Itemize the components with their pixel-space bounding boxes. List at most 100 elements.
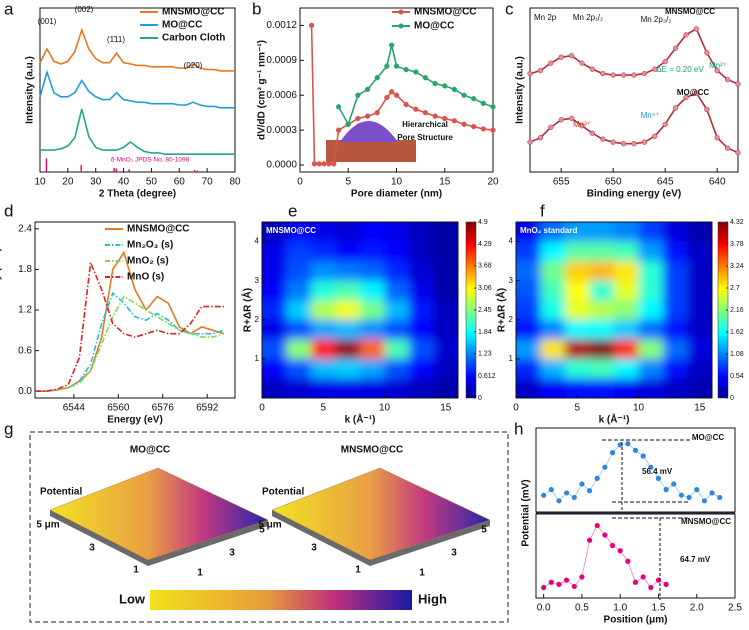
colorbar-tick-label: 1.84	[478, 329, 492, 336]
colorbar-tick-label: 4.29	[478, 241, 492, 248]
x-tick-label: 10	[391, 177, 403, 188]
y-tick-label: 3	[509, 276, 514, 285]
heatmap	[262, 222, 458, 398]
data-point	[480, 100, 487, 107]
x-tick-label: 650	[605, 177, 622, 188]
data-point	[471, 96, 477, 102]
heatmap-cell	[311, 241, 336, 262]
data-point	[662, 121, 668, 127]
heatmap-cells	[516, 222, 712, 398]
surface-axis-label: 5	[259, 525, 265, 536]
heatmap-cell	[311, 378, 336, 398]
heatmap-cell	[262, 261, 287, 281]
plot-title: MnO₂ standard	[520, 226, 577, 235]
heatmap-cell	[311, 222, 336, 242]
data-point	[364, 113, 371, 119]
colorbar-tick-label: 4.32	[730, 219, 744, 226]
data-point	[662, 59, 668, 65]
data-point	[610, 72, 616, 78]
plot-frame	[529, 7, 739, 173]
heatmap-cells	[262, 222, 458, 398]
data-point	[432, 80, 438, 87]
data-point	[442, 83, 448, 89]
x-tick-label: 0	[259, 403, 265, 414]
x-tick-label: 10	[379, 403, 391, 414]
series-label: MNSMO@CC	[681, 517, 731, 526]
legend-label: MnO (s)	[127, 272, 164, 283]
annotation: (002)	[75, 5, 94, 14]
data-point	[335, 127, 342, 133]
surface-edge	[272, 510, 490, 566]
heatmap-cell	[565, 300, 590, 320]
data-point	[586, 537, 593, 543]
heatmap-cell	[614, 261, 639, 281]
data-point	[548, 60, 554, 66]
x-tick-label: 5	[345, 177, 351, 188]
colorbar-tick-label: 1.23	[478, 351, 492, 358]
heatmap-cell	[638, 319, 663, 340]
data-point	[652, 66, 658, 72]
legend-label: MO@CC	[162, 20, 202, 31]
heatmap-cell	[565, 358, 590, 379]
data-point	[568, 115, 575, 121]
heatmap-cell	[409, 339, 434, 359]
legend-label: Carbon Cloth	[162, 33, 225, 44]
heatmap-cell	[565, 222, 590, 242]
heatmap-cell	[516, 339, 541, 359]
y-axis-label: Normalized intensity (a.u.)	[0, 248, 3, 372]
heatmap-cell	[335, 280, 360, 301]
colorbar-tick-label: 0	[730, 395, 734, 402]
heatmap-cell	[262, 339, 287, 359]
surface-axis-label: 3	[451, 548, 457, 559]
x-axis-label: k (Å⁻¹)	[345, 413, 376, 426]
heatmap-cell	[335, 300, 360, 320]
data-point	[594, 522, 600, 529]
heatmap	[516, 222, 712, 398]
heatmap-cell	[687, 339, 712, 359]
data-point	[620, 72, 627, 78]
data-point	[631, 141, 637, 147]
data-point	[672, 105, 679, 111]
heatmap-cell	[360, 339, 385, 359]
heatmap-cell	[262, 222, 287, 242]
data-point	[537, 67, 544, 74]
data-point	[648, 584, 654, 591]
heatmap-cell	[638, 378, 663, 398]
x-tick-label: 6592	[196, 403, 219, 414]
heatmap-cell	[262, 280, 287, 301]
annotation: 56.4 mV	[642, 467, 673, 476]
series-line	[337, 45, 494, 127]
heatmap-cell	[433, 241, 458, 262]
data-point	[422, 75, 429, 81]
heatmap-cell	[286, 241, 311, 262]
heatmap-cell	[262, 319, 287, 340]
heatmap-cell	[589, 261, 614, 281]
legend-marker	[398, 23, 404, 29]
legend-label: MNSMO@CC	[162, 7, 225, 18]
x-tick-label: 1.5	[652, 603, 666, 614]
y-tick-label: 0.0003	[266, 125, 297, 136]
x-tick-label: 6576	[152, 403, 175, 414]
panel-label: b	[252, 0, 261, 18]
heatmap-cell	[565, 261, 590, 281]
heatmap-cell	[433, 222, 458, 242]
x-tick-label: 20	[487, 177, 499, 188]
heatmap-cell	[663, 241, 688, 262]
surface-axis-label: 5	[481, 525, 487, 536]
data-point	[393, 92, 400, 98]
data-point	[625, 558, 631, 564]
heatmap-cell	[663, 358, 688, 379]
heatmap-cell	[335, 319, 360, 340]
y-tick-label: 0.0000	[266, 160, 297, 171]
x-tick-label: 15	[439, 177, 451, 188]
heatmap-cell	[614, 280, 639, 301]
surface-subtitle: Potential	[262, 487, 304, 498]
heatmap-cell	[409, 222, 434, 242]
heatmap-cell	[565, 241, 590, 262]
data-point	[579, 123, 585, 129]
data-point	[374, 75, 380, 81]
data-point	[527, 70, 533, 77]
y-tick-label: 3	[255, 276, 260, 285]
data-point	[640, 574, 646, 580]
panel-label: a	[4, 0, 14, 18]
